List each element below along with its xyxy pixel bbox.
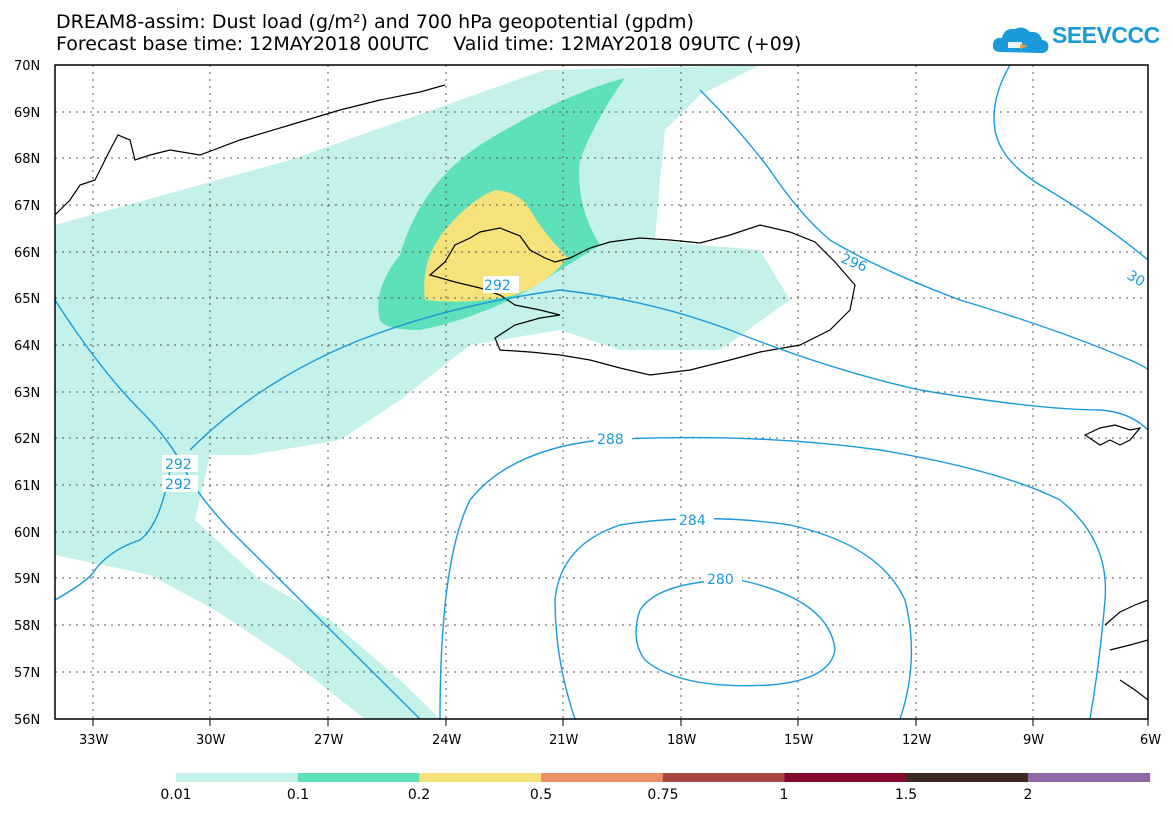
legend-swatch xyxy=(176,773,299,782)
coastlines xyxy=(55,84,1148,701)
contour-292-left xyxy=(55,469,171,601)
faroe-coast xyxy=(1083,424,1142,446)
contour-300 xyxy=(993,65,1148,261)
longitude-labels: 33W 30W 27W 24W 21W 18W 15W 12W 9W 6W xyxy=(79,733,1161,748)
contour-label: 288 xyxy=(597,432,624,448)
lon-label: 21W xyxy=(549,733,579,748)
lat-label: 64N xyxy=(14,339,40,354)
legend-swatch xyxy=(1027,773,1151,782)
logo-text: SEEVCCC xyxy=(1052,22,1160,48)
dust-area-low xyxy=(55,65,790,719)
contour-label-group: 292 292 292 296 30 288 284 280 xyxy=(162,251,1147,588)
lon-label: 27W xyxy=(314,733,344,748)
lat-label: 65N xyxy=(14,292,40,307)
lon-label: 30W xyxy=(196,733,226,748)
lat-label: 66N xyxy=(14,246,40,261)
contour-label: 30 xyxy=(1124,268,1147,291)
contour-288 xyxy=(439,436,1107,719)
contour-280 xyxy=(635,579,836,687)
lat-label: 60N xyxy=(14,526,40,541)
legend-label: 1.5 xyxy=(894,787,918,803)
legend-swatch xyxy=(662,773,785,782)
legend-swatch xyxy=(297,773,420,782)
lat-label: 70N xyxy=(14,59,40,74)
map-title: DREAM8-assim: Dust load (g/m²) and 700 h… xyxy=(56,11,694,33)
lon-label: 24W xyxy=(432,733,462,748)
dust-area-band xyxy=(55,300,230,420)
legend-label: 0.2 xyxy=(407,787,431,803)
lat-label: 56N xyxy=(14,713,40,728)
legend-swatch xyxy=(784,773,907,782)
legend-label: 1 xyxy=(779,787,789,803)
map-subtitle: Forecast base time: 12MAY2018 00UTC Vali… xyxy=(56,33,802,55)
legend-swatch xyxy=(906,773,1029,782)
contour-label: 292 xyxy=(165,477,192,493)
scotland-coast xyxy=(1104,599,1148,701)
lat-label: 58N xyxy=(14,619,40,634)
lat-label: 63N xyxy=(14,386,40,401)
cloud-icon xyxy=(992,27,1049,53)
axis-ticks xyxy=(92,719,1149,726)
contour-label: 292 xyxy=(165,457,192,473)
contour-label: 292 xyxy=(484,278,511,294)
contour-284 xyxy=(554,517,913,719)
legend-label: 0.1 xyxy=(286,787,310,803)
latitude-labels: 70N 69N 68N 67N 66N 65N 64N 63N 62N 61N … xyxy=(14,59,40,728)
grid-lines xyxy=(55,65,1148,719)
lat-label: 69N xyxy=(14,106,40,121)
lat-label: 68N xyxy=(14,152,40,167)
legend-label: 0.5 xyxy=(529,787,553,803)
contour-296 xyxy=(699,89,1148,371)
legend-label: 0.75 xyxy=(647,787,679,803)
contour-292-upper xyxy=(189,289,1148,451)
lat-label: 67N xyxy=(14,199,40,214)
legend-label: 0.01 xyxy=(160,787,192,803)
contour-label: 280 xyxy=(707,572,734,588)
lat-label: 61N xyxy=(14,479,40,494)
legend-swatch xyxy=(419,773,542,782)
lat-label: 57N xyxy=(14,666,40,681)
dust-area-high xyxy=(424,190,568,302)
lon-label: 18W xyxy=(667,733,697,748)
iceland-coast xyxy=(428,224,856,376)
lon-label: 12W xyxy=(902,733,932,748)
lon-label: 9W xyxy=(1023,733,1044,748)
lon-label: 15W xyxy=(784,733,814,748)
map-frame xyxy=(54,64,1149,720)
legend-label: 2 xyxy=(1023,787,1033,803)
legend-color-bar xyxy=(176,773,1151,782)
greenland-coast xyxy=(55,84,446,216)
contour-label: 284 xyxy=(679,513,706,529)
legend-swatch xyxy=(541,773,664,782)
lon-label: 33W xyxy=(79,733,109,748)
lat-label: 62N xyxy=(14,432,40,447)
lon-label: 6W xyxy=(1140,733,1161,748)
lat-label: 59N xyxy=(14,572,40,587)
